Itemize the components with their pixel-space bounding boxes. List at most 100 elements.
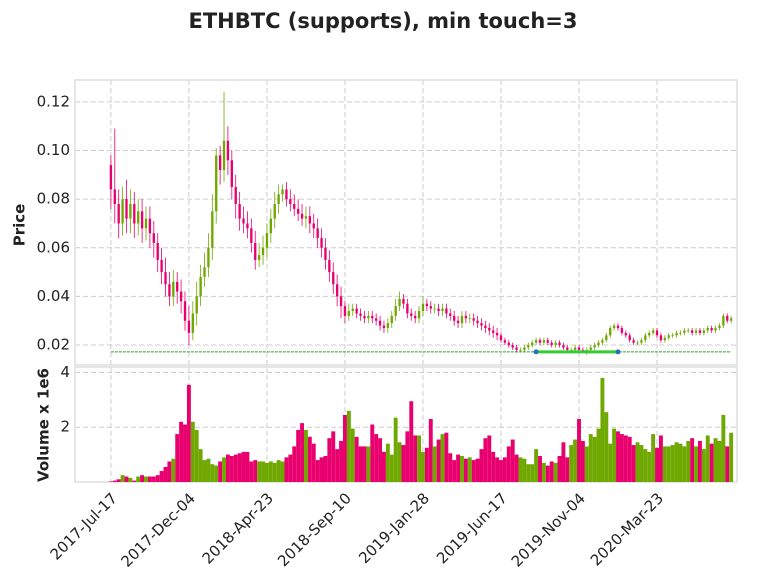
candle-body — [702, 330, 706, 333]
candle-body — [527, 345, 530, 348]
candle-body — [117, 204, 120, 224]
volume-bar — [112, 480, 117, 482]
candle-body — [421, 303, 425, 312]
volume-bar — [709, 443, 714, 482]
volume-bar — [159, 471, 164, 482]
volume-bar — [428, 419, 433, 482]
candle-body — [534, 340, 538, 343]
candle-body — [410, 313, 413, 316]
volume-bar — [452, 460, 457, 482]
candle-body — [531, 342, 534, 346]
volume-bar — [424, 447, 429, 482]
volume-bar — [120, 475, 125, 482]
candle-body — [433, 308, 436, 310]
candle-body — [246, 223, 249, 229]
candle-body — [523, 347, 526, 350]
candle-body — [207, 247, 210, 268]
candle-body — [468, 318, 471, 320]
volume-bar — [222, 457, 226, 482]
volume-bar — [132, 480, 137, 482]
candle-body — [199, 276, 202, 297]
volume-bar — [417, 435, 422, 482]
volume-bar — [311, 443, 316, 482]
candle-body — [687, 330, 690, 332]
volume-bar — [116, 479, 121, 482]
volume-bar — [163, 466, 168, 482]
candle-body — [113, 189, 116, 205]
volume-bar — [592, 436, 597, 482]
volume-bar — [647, 451, 652, 482]
volume-bar — [198, 449, 203, 482]
volume-bar — [518, 457, 523, 482]
volume-bar — [460, 455, 464, 482]
candle-body — [332, 272, 335, 285]
volume-bar — [362, 446, 367, 482]
candle-body — [378, 320, 382, 326]
volume-bar — [538, 455, 542, 482]
candle-body — [546, 340, 549, 343]
candle-body — [605, 335, 608, 341]
volume-bar — [499, 460, 503, 482]
candle-body — [640, 340, 643, 343]
y-tick-label: 0.04 — [37, 287, 70, 305]
volume-bar — [378, 438, 383, 482]
volume-bar — [440, 434, 445, 482]
volume-bar — [694, 446, 698, 482]
candle-body — [215, 155, 218, 212]
candle-body — [480, 323, 483, 326]
volume-bar — [616, 431, 620, 482]
candle-body — [148, 218, 152, 234]
candle-body — [671, 335, 674, 337]
candle-body — [675, 332, 678, 336]
candle-body — [129, 204, 132, 219]
candle-body — [156, 242, 159, 260]
volume-bar — [171, 458, 176, 482]
volume-bar — [155, 475, 160, 482]
volume-bar — [354, 436, 359, 482]
volume-bar — [608, 443, 613, 482]
x-tick-label: 2018-Apr-23 — [199, 489, 277, 567]
volume-bar — [284, 457, 289, 482]
volume-bar — [463, 458, 468, 482]
volume-bar — [374, 434, 379, 482]
volume-bar — [623, 435, 628, 482]
candle-body — [722, 315, 725, 326]
candle-body — [476, 320, 479, 324]
candle-body — [242, 218, 245, 224]
volume-bar — [397, 442, 402, 482]
volume-bar — [389, 454, 394, 482]
candle-body — [328, 259, 331, 273]
candle-body — [453, 315, 456, 321]
volume-bar — [662, 446, 667, 482]
volume-bar — [276, 460, 281, 482]
candle-body — [472, 318, 475, 321]
candle-body — [406, 303, 409, 314]
volume-bar — [225, 454, 230, 482]
candle-body — [137, 211, 140, 224]
volume-bar — [303, 429, 308, 482]
candle-body — [355, 308, 358, 314]
volume-bar — [631, 445, 636, 482]
volume-bar — [233, 454, 238, 482]
x-tick-label: 2017-Dec-04 — [118, 489, 199, 570]
candle-body — [312, 223, 315, 229]
volume-bar — [272, 462, 277, 482]
volume-bar — [315, 460, 320, 482]
volume-bar — [604, 412, 609, 482]
volume-bar — [545, 465, 550, 482]
candle-body — [285, 189, 288, 200]
candle-body — [402, 298, 405, 304]
candle-body — [562, 345, 565, 348]
candle-body — [222, 140, 226, 170]
candle-body — [195, 296, 198, 314]
volume-bar — [128, 477, 133, 482]
volume-bar — [717, 440, 722, 482]
candle-body — [612, 325, 616, 329]
volume-bar — [140, 475, 145, 482]
candle-body — [203, 267, 206, 277]
volume-bar — [229, 455, 234, 482]
candle-body — [714, 328, 717, 331]
candle-body — [152, 233, 155, 243]
volume-bar — [534, 449, 539, 482]
candle-body — [632, 340, 635, 343]
